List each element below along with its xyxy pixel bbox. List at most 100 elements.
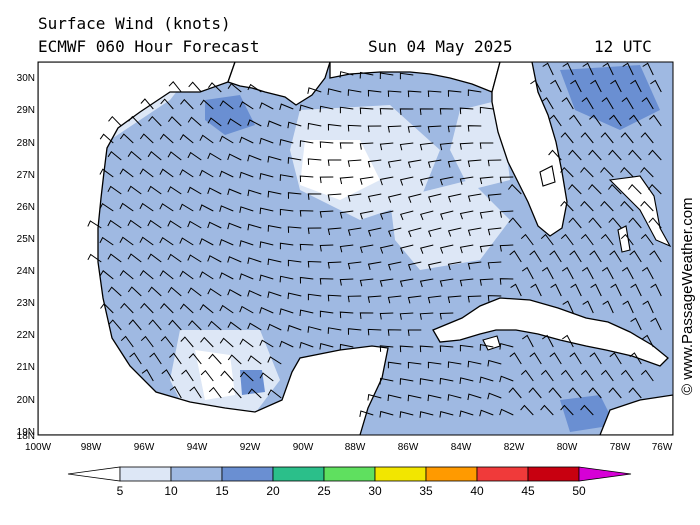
wind-barb [427, 261, 442, 271]
wind-barb [459, 344, 474, 352]
wind-barb [219, 170, 234, 178]
wind-barb [568, 217, 582, 229]
wind-barb [141, 369, 154, 382]
bahamas-exumas-land [617, 225, 631, 253]
longitude-axis: 100W 98W 96W 94W 92W 90W 88W 86W 84W 82W… [25, 442, 673, 453]
wind-barb [199, 238, 214, 246]
wind-barb [528, 387, 542, 399]
lat-tick-label: 25N [17, 234, 35, 245]
wind-barb [608, 387, 622, 399]
wind-barb [227, 118, 242, 127]
wind-barb [542, 334, 554, 348]
wind-barb [187, 220, 202, 229]
site-credit: © www.PassageWeather.com [679, 197, 696, 395]
light-wind-zone [450, 100, 510, 190]
wind-barb [247, 223, 262, 231]
wind-barb [620, 166, 634, 178]
wind-barb [420, 210, 434, 221]
wind-barb [259, 172, 274, 180]
wind-barb [459, 210, 474, 220]
wind-barb [219, 205, 234, 212]
wind-barb [207, 320, 222, 331]
wind-barb [327, 193, 342, 201]
wind-barb [108, 115, 122, 127]
wind-barb [459, 377, 474, 384]
wind-barb [247, 154, 262, 162]
wind-barb [147, 219, 162, 229]
wind-barb [367, 125, 382, 133]
wind-barb [219, 135, 234, 144]
wind-barb [279, 242, 294, 250]
wind-barb [467, 261, 482, 270]
wind-barb [199, 99, 214, 110]
wind-barb [129, 352, 142, 365]
colorbar-segment [272, 466, 325, 482]
wind-barb [419, 108, 434, 115]
wind-barb [239, 240, 254, 247]
wind-barb [227, 354, 242, 365]
wind-barb [148, 115, 162, 127]
wind-barb [180, 98, 194, 110]
wind-barb [247, 290, 262, 297]
wind-barb [167, 253, 182, 263]
wind-barb [467, 393, 482, 401]
wind-barb [279, 208, 294, 216]
wind-barb [459, 410, 474, 417]
wind-barb [259, 307, 274, 314]
bahamas-andros-land [608, 175, 672, 248]
wind-barb [168, 116, 182, 127]
wind-barb [359, 312, 374, 319]
wind-barb [629, 250, 642, 263]
wind-barb [649, 114, 662, 127]
wind-barb [561, 97, 574, 110]
lat-tick-label: 29N [17, 105, 35, 116]
wind-barb [87, 220, 102, 229]
wind-barb [239, 338, 254, 348]
wind-barb [459, 107, 474, 115]
colorbar-label: 40 [470, 484, 484, 498]
wind-barb [640, 132, 654, 144]
wind-barb [608, 149, 622, 161]
lat-tick-label: 18N [17, 431, 35, 442]
wind-barb [650, 317, 662, 331]
wind-barb [247, 322, 262, 331]
wind-barb [428, 227, 442, 237]
wind-barb [219, 239, 234, 246]
wind-barb [160, 303, 174, 314]
wind-barb [508, 387, 522, 399]
wind-barb [327, 123, 342, 131]
wind-barb [650, 79, 662, 93]
wind-barb [387, 125, 402, 133]
wind-barb [570, 79, 582, 93]
wind-barb [399, 176, 414, 186]
colorbar-label: 35 [419, 484, 433, 498]
wind-barb [568, 387, 582, 399]
wind-barb [588, 149, 602, 161]
wind-barb [642, 300, 654, 314]
wind-barb [447, 125, 462, 133]
wind-barb [299, 243, 314, 251]
colorbar-label: 50 [572, 484, 586, 498]
wind-barb [487, 392, 502, 400]
wind-barb [339, 176, 354, 185]
wind-barb [581, 266, 594, 280]
honduras-land [599, 394, 673, 435]
wind-barb [119, 236, 134, 246]
wind-barb [399, 312, 414, 320]
wind-barb [642, 334, 654, 348]
wind-barb [641, 97, 654, 110]
lat-tick-label: 22N [17, 330, 35, 341]
wind-barb [167, 151, 182, 161]
wind-barb [179, 270, 194, 280]
wind-barb [541, 266, 554, 280]
wind-barb [447, 193, 462, 203]
wind-barb [327, 88, 342, 95]
wind-barb [589, 352, 602, 365]
wind-barb [499, 375, 514, 383]
wind-barb [589, 250, 602, 263]
wind-barb [119, 269, 134, 280]
wind-barb [149, 352, 162, 365]
wind-barbs [87, 62, 662, 418]
wind-barb [560, 200, 574, 212]
wind-barb [379, 176, 394, 186]
